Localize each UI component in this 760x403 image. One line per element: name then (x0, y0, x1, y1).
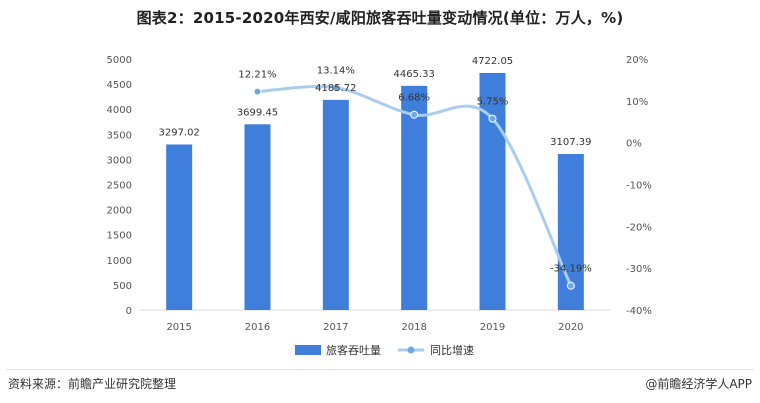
y-right-tick-label: -20% (626, 222, 652, 233)
growth-line (256, 85, 573, 288)
y-left-tick-label: 4500 (107, 80, 132, 91)
chart-canvas: 0 500 1000 1500 2000 2500 3000 3500 4000 4500 5000… (107, 55, 652, 357)
y-left-tick-label: 3500 (107, 130, 132, 141)
source-note: 资料来源：前瞻产业研究院整理 (8, 377, 177, 391)
y-right-tick-label: -40% (626, 306, 652, 317)
x-tick-label: 2018 (401, 322, 426, 333)
y-right-tick-label: -30% (626, 264, 652, 275)
y-left-tick-label: 1500 (107, 231, 132, 242)
bar (479, 72, 506, 310)
y-axis-right: -40% -30% -20% -10% 0% 10% 20% (626, 55, 652, 317)
x-tick-label: 2017 (323, 322, 348, 333)
legend-label-line: 同比增速 (430, 343, 474, 357)
growth-marker (253, 87, 262, 96)
legend-swatch-marker (407, 346, 415, 354)
x-axis: 2015 2016 2017 2018 2019 2020 (140, 309, 610, 333)
x-tick-label: 2016 (245, 322, 270, 333)
brand-credit: @前瞻经济学人APP (645, 377, 752, 391)
y-left-tick-label: 0 (126, 306, 132, 317)
bar-value-label: 4465.33 (393, 69, 434, 80)
y-right-tick-label: 20% (626, 55, 648, 66)
x-tick-label: 2015 (166, 322, 191, 333)
growth-marker (331, 83, 340, 92)
growth-marker (488, 114, 497, 123)
y-right-tick-label: 0% (626, 139, 642, 150)
bar (166, 144, 193, 310)
line-series (253, 83, 575, 290)
y-left-tick-label: 500 (113, 281, 132, 292)
legend-swatch-bar (295, 345, 321, 355)
chart-title: 图表2：2015-2020年西安/咸阳旅客吞吐量变动情况(单位：万人，%) (136, 9, 624, 27)
bar-value-label: 3297.02 (158, 127, 199, 138)
bar-value-label: 3107.39 (550, 137, 591, 148)
y-left-tick-label: 5000 (107, 55, 132, 66)
growth-value-label: 6.68% (398, 93, 430, 104)
y-left-tick-label: 1000 (107, 256, 132, 267)
y-right-tick-label: -10% (626, 181, 652, 192)
growth-marker (410, 110, 419, 119)
x-tick-label: 2019 (480, 322, 505, 333)
bar (401, 85, 428, 311)
y-left-tick-label: 2500 (107, 181, 132, 192)
bar (322, 99, 349, 310)
y-left-tick-label: 4000 (107, 105, 132, 116)
bar-value-label: 4185.72 (315, 83, 356, 94)
y-left-tick-label: 3000 (107, 155, 132, 166)
growth-value-label: 12.21% (238, 70, 276, 81)
growth-value-label: -34.19% (550, 264, 592, 275)
growth-marker (566, 281, 575, 290)
growth-value-label: 5.75% (477, 97, 509, 108)
x-tick-label: 2020 (558, 322, 583, 333)
y-axis-left: 0 500 1000 1500 2000 2500 3000 3500 4000 4500 5000 (107, 55, 132, 317)
bar-value-label: 3699.45 (237, 107, 278, 118)
bar-series (166, 72, 584, 311)
y-left-tick-label: 2000 (107, 206, 132, 217)
legend-label-bar: 旅客吞吐量 (326, 343, 381, 357)
footer-divider (6, 369, 754, 370)
bar-value-label: 4722.05 (472, 56, 513, 67)
data-labels: 3297.02 3699.45 4185.72 4465.33 4722.05 3107.… (158, 56, 591, 275)
y-right-tick-label: 10% (626, 97, 648, 108)
growth-value-label: 13.14% (317, 66, 355, 77)
bar (244, 124, 271, 310)
legend: 旅客吞吐量 同比增速 (295, 343, 474, 357)
